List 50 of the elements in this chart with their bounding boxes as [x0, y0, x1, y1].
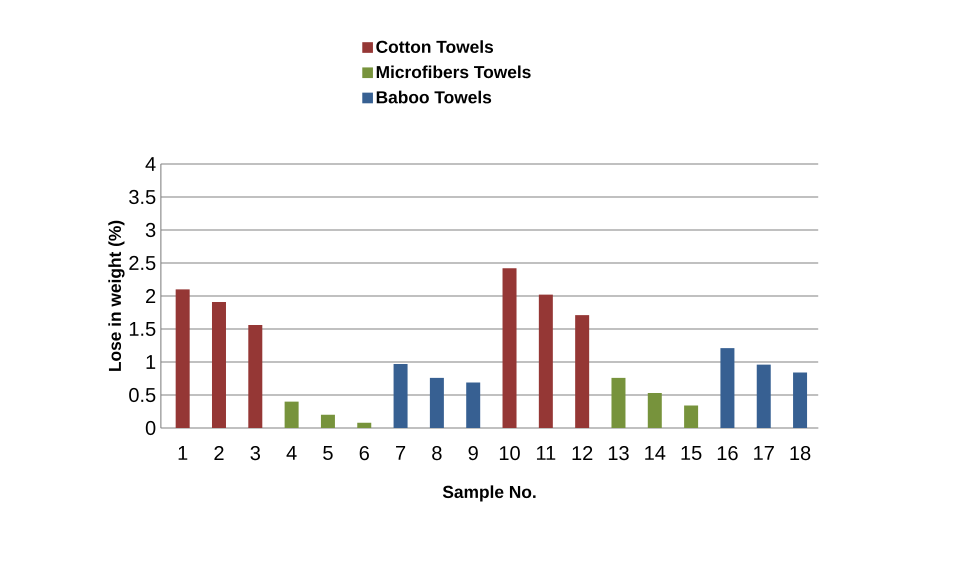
bar: [502, 268, 517, 428]
bar: [575, 315, 590, 428]
y-tick-label: 3.5: [129, 190, 156, 204]
x-tick-label: 14: [645, 446, 666, 460]
legend-label: Cotton Towels: [376, 40, 494, 53]
x-tick-label: 18: [790, 446, 810, 460]
x-tick-label: 2: [214, 446, 224, 460]
x-tick-label: 3: [250, 446, 260, 460]
y-axis-title: Lose in weight (%): [108, 220, 125, 371]
bar: [394, 364, 408, 428]
y-tick-label: 0.5: [129, 388, 156, 402]
x-tick-label: 4: [286, 446, 297, 460]
bar: [248, 325, 262, 428]
x-tick-label: 15: [682, 446, 702, 460]
bar: [756, 364, 771, 428]
x-tick-label: 17: [754, 446, 774, 460]
y-tick-label: 1.5: [130, 322, 156, 336]
bar: [684, 406, 698, 428]
legend-label: Baboo Towels: [376, 90, 492, 104]
x-tick-label: 16: [718, 446, 738, 460]
x-tick-label: 13: [608, 446, 629, 460]
x-tick-label: 8: [432, 446, 442, 460]
x-tick-label: 5: [323, 446, 333, 460]
x-tick-label: 6: [360, 446, 369, 460]
y-tick-label: 4: [146, 157, 156, 171]
x-tick-label: 11: [536, 446, 556, 460]
bar: [430, 378, 444, 428]
y-tick-label: 1: [146, 355, 156, 369]
y-tick-label: 0: [146, 420, 156, 436]
bar: [720, 348, 734, 428]
bar: [212, 302, 226, 428]
bar: [793, 372, 808, 428]
bar: [176, 289, 190, 428]
bar: [320, 414, 335, 428]
y-tick-label: 3: [146, 222, 156, 238]
bar: [466, 382, 480, 428]
x-tick-label: 12: [572, 446, 592, 460]
y-tick-label: 2.5: [129, 256, 156, 270]
bar: [611, 378, 626, 428]
x-axis-title: Sample No.: [442, 485, 536, 502]
x-tick-label: 9: [468, 446, 478, 460]
x-tick-label: 10: [500, 446, 520, 460]
bar: [284, 402, 299, 428]
x-tick-label: 7: [396, 446, 406, 460]
bar: [648, 393, 662, 428]
y-tick-label: 2: [146, 289, 156, 303]
x-tick-label: 1: [178, 446, 188, 460]
legend-label: Microfibers Towels: [376, 65, 531, 78]
bar: [538, 294, 553, 428]
bar: [357, 422, 372, 428]
